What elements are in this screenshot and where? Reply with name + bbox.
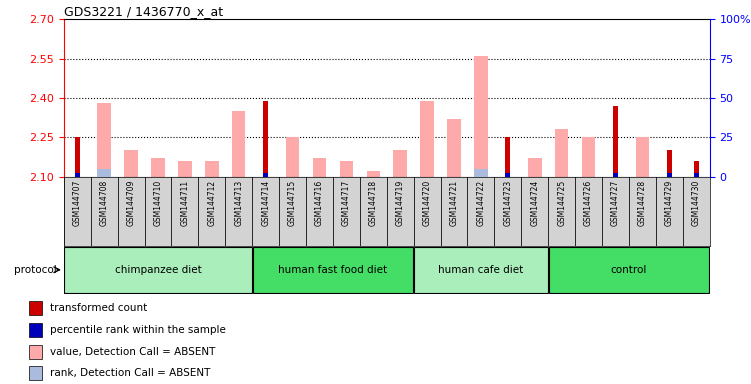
- Text: rank, Detection Call = ABSENT: rank, Detection Call = ABSENT: [50, 368, 210, 378]
- Text: protocol: protocol: [14, 265, 56, 275]
- Text: GSM144708: GSM144708: [100, 180, 109, 226]
- Bar: [29, 323, 42, 337]
- Text: GSM144715: GSM144715: [288, 180, 297, 226]
- Bar: [474, 169, 487, 177]
- Bar: [613, 174, 618, 177]
- Bar: [667, 151, 671, 177]
- Bar: [421, 101, 434, 177]
- Bar: [505, 137, 510, 177]
- Text: GSM144718: GSM144718: [369, 180, 378, 226]
- Bar: [75, 174, 80, 177]
- Bar: [694, 174, 698, 177]
- Bar: [98, 169, 111, 177]
- Bar: [286, 137, 300, 177]
- Bar: [312, 158, 326, 177]
- Bar: [474, 56, 487, 177]
- Bar: [448, 119, 461, 177]
- Text: GSM144712: GSM144712: [207, 180, 216, 226]
- Bar: [635, 137, 649, 177]
- Text: GSM144728: GSM144728: [638, 180, 647, 226]
- Text: chimpanzee diet: chimpanzee diet: [115, 265, 201, 275]
- Bar: [232, 111, 246, 177]
- Text: human fast food diet: human fast food diet: [279, 265, 388, 275]
- Bar: [394, 151, 407, 177]
- Text: GDS3221 / 1436770_x_at: GDS3221 / 1436770_x_at: [64, 5, 223, 18]
- Bar: [339, 161, 353, 177]
- Text: GSM144727: GSM144727: [611, 180, 620, 226]
- Text: GSM144723: GSM144723: [503, 180, 512, 226]
- Text: GSM144713: GSM144713: [234, 180, 243, 226]
- Text: transformed count: transformed count: [50, 303, 147, 313]
- Text: GSM144729: GSM144729: [665, 180, 674, 226]
- Bar: [29, 301, 42, 315]
- Bar: [505, 174, 510, 177]
- Text: GSM144726: GSM144726: [584, 180, 593, 226]
- FancyBboxPatch shape: [549, 247, 709, 293]
- Bar: [264, 101, 268, 177]
- Text: GSM144716: GSM144716: [315, 180, 324, 226]
- Text: GSM144725: GSM144725: [557, 180, 566, 226]
- Bar: [29, 345, 42, 359]
- Bar: [29, 366, 42, 380]
- Bar: [667, 174, 671, 177]
- Bar: [98, 103, 111, 177]
- Text: GSM144714: GSM144714: [261, 180, 270, 226]
- Bar: [205, 161, 219, 177]
- Bar: [613, 106, 618, 177]
- Text: value, Detection Call = ABSENT: value, Detection Call = ABSENT: [50, 347, 215, 357]
- Text: GSM144720: GSM144720: [423, 180, 432, 226]
- Bar: [125, 151, 138, 177]
- Text: GSM144711: GSM144711: [180, 180, 189, 226]
- Bar: [151, 158, 164, 177]
- Text: GSM144709: GSM144709: [127, 180, 136, 227]
- Text: percentile rank within the sample: percentile rank within the sample: [50, 325, 225, 335]
- Text: GSM144710: GSM144710: [153, 180, 162, 226]
- Bar: [528, 158, 541, 177]
- Text: GSM144717: GSM144717: [342, 180, 351, 226]
- Text: human cafe diet: human cafe diet: [439, 265, 523, 275]
- FancyBboxPatch shape: [415, 247, 547, 293]
- FancyBboxPatch shape: [65, 247, 252, 293]
- Text: GSM144721: GSM144721: [450, 180, 459, 226]
- FancyBboxPatch shape: [253, 247, 413, 293]
- Bar: [582, 137, 596, 177]
- Text: control: control: [611, 265, 647, 275]
- Bar: [264, 174, 268, 177]
- Bar: [178, 161, 192, 177]
- Text: GSM144707: GSM144707: [73, 180, 82, 227]
- Text: GSM144722: GSM144722: [476, 180, 485, 226]
- Text: GSM144719: GSM144719: [396, 180, 405, 226]
- Bar: [555, 129, 569, 177]
- Text: GSM144724: GSM144724: [530, 180, 539, 226]
- Bar: [366, 171, 380, 177]
- Bar: [694, 161, 698, 177]
- Text: GSM144730: GSM144730: [692, 180, 701, 227]
- Bar: [75, 137, 80, 177]
